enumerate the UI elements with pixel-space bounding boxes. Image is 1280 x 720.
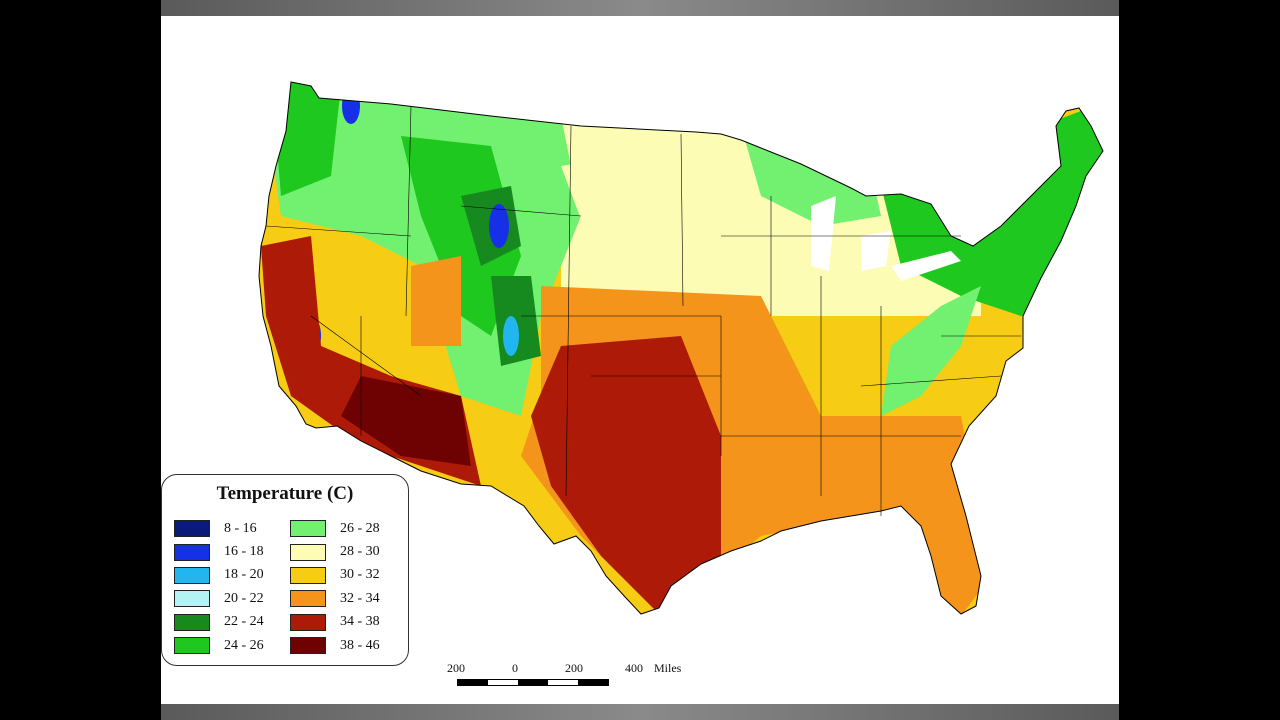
scale-unit: Miles (654, 661, 682, 675)
scale-label-200-right: 200 (565, 661, 583, 675)
legend-label: 16 - 18 (224, 544, 264, 560)
slide-top-bar (161, 0, 1119, 16)
legend-label: 28 - 30 (340, 544, 380, 560)
legend-label: 32 - 34 (340, 590, 380, 606)
slide-bottom-bar (161, 704, 1119, 720)
legend-label: 22 - 24 (224, 614, 264, 630)
scale-label-200-left: 200 (447, 661, 465, 675)
legend-swatch (290, 543, 326, 561)
legend-swatch (174, 543, 210, 561)
legend-label: 38 - 46 (340, 637, 380, 653)
legend-swatch (174, 566, 210, 584)
legend-swatch (174, 590, 210, 608)
scale-label-0: 0 (512, 661, 518, 675)
legend-item: 8 - 16 (174, 517, 264, 540)
legend-item: 34 - 38 (290, 611, 380, 634)
state-boundaries (265, 105, 1021, 516)
scale-label-400: 400 (625, 661, 643, 675)
legend-swatch (290, 590, 326, 608)
legend-item: 28 - 30 (290, 540, 380, 563)
legend-item: 24 - 26 (174, 634, 264, 657)
scale-bar-segments (457, 679, 609, 686)
legend-label: 26 - 28 (340, 520, 380, 536)
legend-swatch (290, 637, 326, 655)
legend-column-right: 26 - 28 28 - 30 30 - 32 32 - 34 34 - 38 38 - … (290, 517, 380, 657)
legend-swatch (290, 613, 326, 631)
legend-label: 8 - 16 (224, 520, 257, 536)
legend-title: Temperature (C) (216, 483, 354, 504)
legend-label: 24 - 26 (224, 637, 264, 653)
scale-bar: 200 0 200 400 Miles (444, 661, 704, 691)
legend-label: 20 - 22 (224, 590, 264, 606)
legend: Temperature (C) 8 - 16 16 - 18 18 - 20 20 -… (161, 474, 409, 666)
legend-column-left: 8 - 16 16 - 18 18 - 20 20 - 22 22 - 24 24 - 2… (174, 517, 264, 657)
legend-item: 20 - 22 (174, 587, 264, 610)
legend-swatch (290, 566, 326, 584)
legend-label: 34 - 38 (340, 614, 380, 630)
legend-item: 22 - 24 (174, 611, 264, 634)
legend-swatch (174, 613, 210, 631)
legend-swatch (174, 637, 210, 655)
legend-label: 30 - 32 (340, 567, 380, 583)
legend-item: 38 - 46 (290, 634, 380, 657)
legend-item: 16 - 18 (174, 540, 264, 563)
legend-item: 32 - 34 (290, 587, 380, 610)
legend-item: 26 - 28 (290, 517, 380, 540)
legend-item: 18 - 20 (174, 564, 264, 587)
legend-swatch (290, 520, 326, 538)
us-outline (258, 81, 1104, 615)
slide: Temperature (C) 8 - 16 16 - 18 18 - 20 20 -… (161, 16, 1119, 704)
legend-item: 30 - 32 (290, 564, 380, 587)
legend-swatch (174, 520, 210, 538)
legend-label: 18 - 20 (224, 567, 264, 583)
temperature-map (258, 81, 1104, 615)
